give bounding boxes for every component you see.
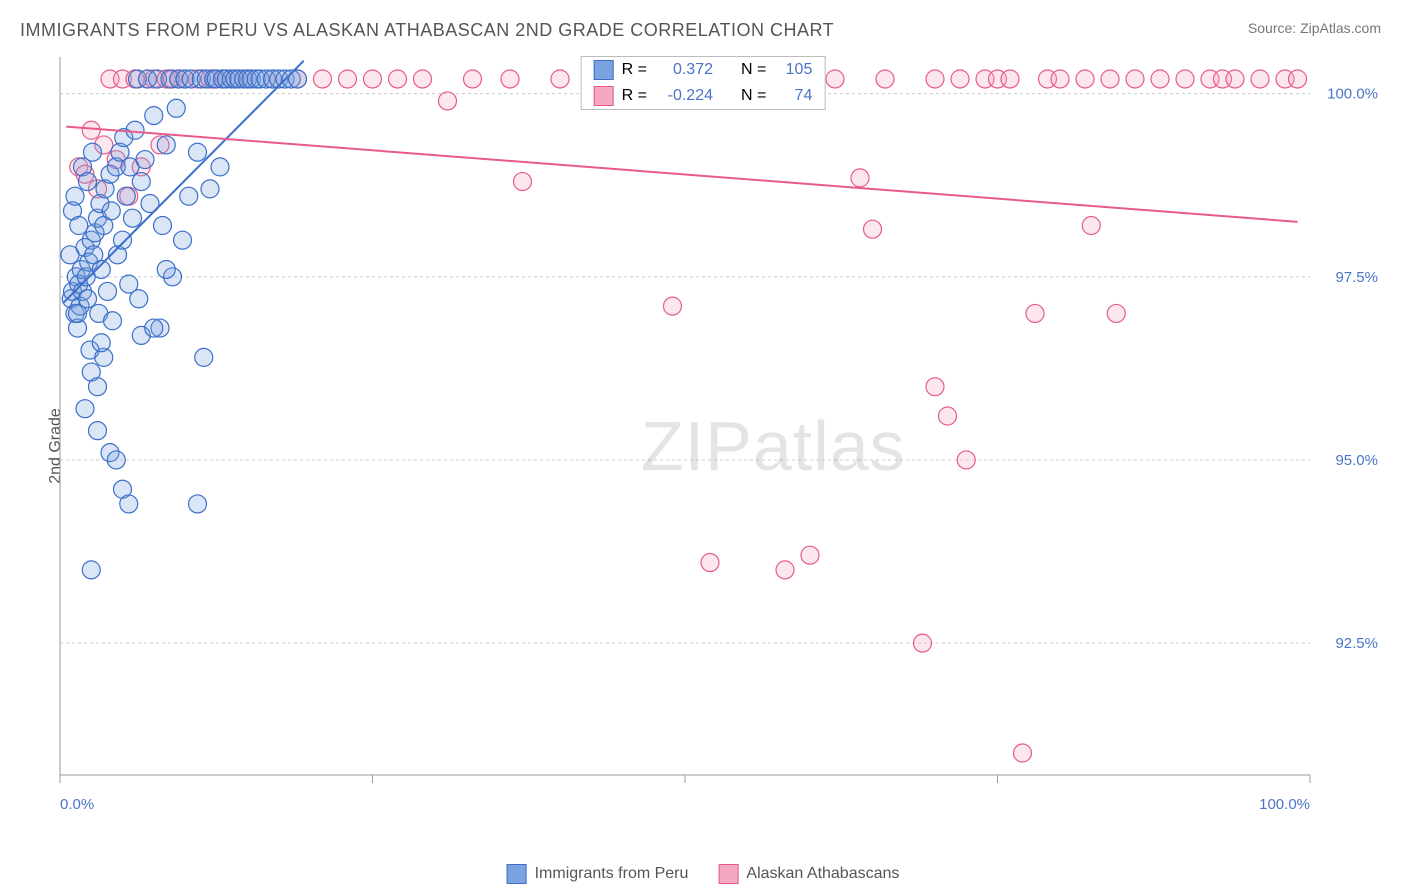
source-prefix: Source:: [1248, 20, 1300, 36]
svg-text:100.0%: 100.0%: [1259, 796, 1310, 813]
legend-row-peru: R = 0.372 N = 105: [582, 57, 825, 83]
n-label: N =: [741, 87, 766, 105]
legend-item-athabascan: Alaskan Athabascans: [718, 864, 899, 884]
swatch-peru: [594, 60, 614, 80]
swatch-athabascan: [594, 86, 614, 106]
legend-row-athabascan: R = -0.224 N = 74: [582, 83, 825, 109]
chart-container: IMMIGRANTS FROM PERU VS ALASKAN ATHABASC…: [0, 0, 1406, 892]
source-link[interactable]: ZipAtlas.com: [1300, 20, 1381, 36]
r-label: R =: [622, 61, 647, 79]
svg-text:0.0%: 0.0%: [60, 796, 94, 813]
legend-label-peru: Immigrants from Peru: [535, 865, 689, 883]
chart-title: IMMIGRANTS FROM PERU VS ALASKAN ATHABASC…: [20, 20, 834, 41]
r-label: R =: [622, 87, 647, 105]
svg-text:92.5%: 92.5%: [1335, 635, 1378, 652]
source-attribution: Source: ZipAtlas.com: [1248, 20, 1381, 36]
correlation-legend: R = 0.372 N = 105 R = -0.224 N = 74: [581, 56, 826, 110]
scatter-plot-svg: 92.5% 95.0% 97.5% 100.0% 0.0% 100.0%: [55, 55, 1385, 815]
svg-text:100.0%: 100.0%: [1327, 86, 1378, 103]
series-legend: Immigrants from Peru Alaskan Athabascans: [507, 864, 900, 884]
n-label: N =: [741, 61, 766, 79]
n-value-peru: 105: [774, 61, 812, 79]
legend-item-peru: Immigrants from Peru: [507, 864, 689, 884]
r-value-peru: 0.372: [655, 61, 713, 79]
n-value-athabascan: 74: [774, 87, 812, 105]
svg-text:95.0%: 95.0%: [1335, 452, 1378, 469]
swatch-peru-icon: [507, 864, 527, 884]
swatch-athabascan-icon: [718, 864, 738, 884]
legend-label-athabascan: Alaskan Athabascans: [746, 865, 899, 883]
r-value-athabascan: -0.224: [655, 87, 713, 105]
plot-area: 92.5% 95.0% 97.5% 100.0% 0.0% 100.0%: [55, 55, 1385, 815]
svg-text:97.5%: 97.5%: [1335, 269, 1378, 286]
